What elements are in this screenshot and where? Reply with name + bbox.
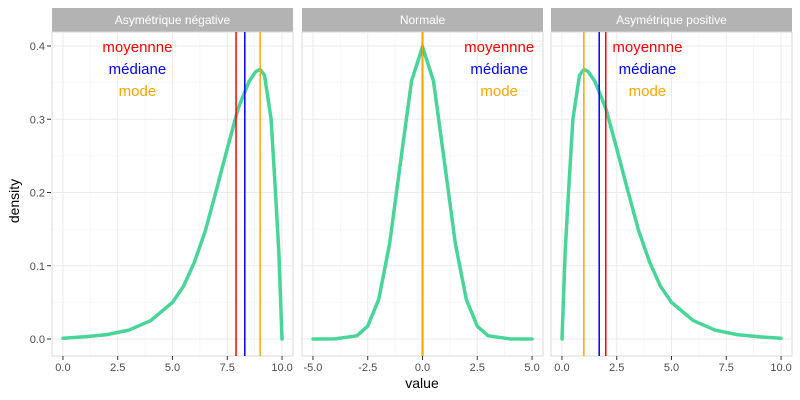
density-curve [560,67,783,341]
y-tick-label: 0.0 [30,334,45,346]
y-tick-label: 0.3 [30,114,45,126]
mode-annotation: mode [480,83,518,100]
x-tick-label: 2.5 [470,362,485,374]
x-tick-label: 5.0 [165,362,180,374]
x-tick-label: 10.0 [271,362,292,374]
x-tick-label: 5.0 [664,362,679,374]
x-tick-label: 7.5 [220,362,235,374]
x-tick-label: -2.5 [358,362,377,374]
facet-panel: Asymétrique positive 0.0 2.5 5.0 7.5 10.0 moye… [550,8,793,374]
facet-panel: Asymétrique négative 0.0 2.5 5.0 7.5 10.0 moye… [51,8,294,374]
facet-panel: Normale -5.0 -2.5 0.0 2.5 5.0 moyennne médiane m… [301,8,544,374]
mode-annotation: mode [629,83,667,100]
facet-title: Normale [400,13,446,27]
mean-annotation: moyennne [464,39,534,56]
facet-title: Asymétrique négative [115,13,231,27]
x-tick-label: 7.5 [719,362,734,374]
mean-annotation: moyennne [102,39,172,56]
median-annotation: médiane [619,61,677,78]
y-tick-label: 0.4 [30,41,45,53]
x-tick-label: 2.5 [609,362,624,374]
x-tick-label: 0.0 [415,362,430,374]
mode-annotation: mode [119,83,157,100]
facet-strip [52,8,293,32]
facet-strip [551,8,792,32]
median-annotation: médiane [470,61,528,78]
y-tick-label: 0.2 [30,188,45,200]
median-annotation: médiane [109,61,167,78]
x-tick-label: -5.0 [303,362,322,374]
mean-annotation: moyennne [612,39,682,56]
x-tick-label: 10.0 [770,362,791,374]
x-tick-label: 5.0 [524,362,539,374]
facet-strip [302,8,543,32]
x-tick-label: 2.5 [110,362,125,374]
facet-title: Asymétrique positive [616,13,727,27]
y-axis-title: density [6,179,22,223]
panels: Asymétrique négative 0.0 2.5 5.0 7.5 10.0 moye… [51,8,793,374]
density-curve [61,67,284,341]
x-tick-label: 0.0 [554,362,569,374]
x-tick-label: 0.0 [55,362,70,374]
x-axis-title: value [405,375,439,391]
y-axis: 0.0 0.1 0.2 0.3 0.4 [30,41,51,346]
y-tick-label: 0.1 [30,261,45,273]
